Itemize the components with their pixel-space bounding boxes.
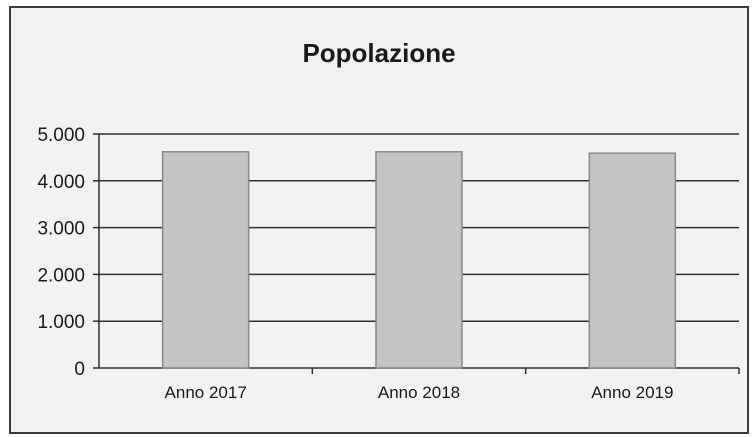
y-tick-label-5: 5.000: [37, 125, 85, 146]
x-tick-label-1: Anno 2017: [165, 383, 247, 402]
y-tick-label-4: 4.000: [37, 172, 85, 193]
bar-3: [588, 152, 677, 369]
y-tick-label-0: 0: [74, 359, 85, 380]
bar-1: [161, 151, 250, 369]
y-tick-label-2: 2.000: [37, 265, 85, 286]
chart-title: Popolazione: [302, 38, 456, 68]
x-tick-label-2: Anno 2018: [378, 383, 460, 402]
bar-2: [375, 151, 463, 369]
y-tick-label-1: 1.000: [37, 312, 85, 333]
y-tick-label-3: 3.000: [37, 219, 85, 240]
bar-chart: 0 1.000 2.000 3.000 4.000 5.000 Anno 2017 Anno …: [37, 125, 740, 402]
chart-frame: Popolazione 0 1.000 2.000 3.000 4.000 5.000 An…: [9, 6, 749, 434]
x-tick-label-3: Anno 2019: [591, 383, 673, 402]
